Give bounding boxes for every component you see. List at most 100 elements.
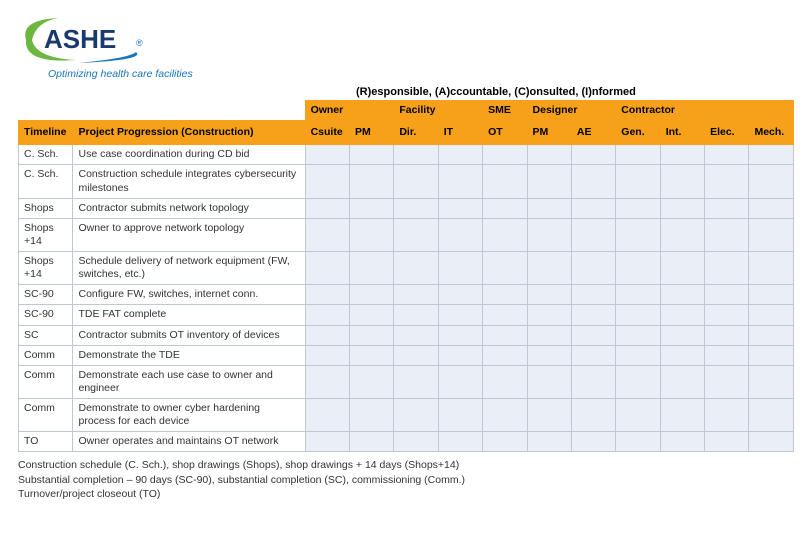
raci-cell <box>705 218 749 251</box>
raci-cell <box>438 305 482 325</box>
raci-cell <box>705 198 749 218</box>
raci-cell <box>438 345 482 365</box>
raci-cell <box>749 165 794 198</box>
sub-header: PM <box>527 121 571 145</box>
raci-cell <box>438 198 482 218</box>
timeline-cell: Shops +14 <box>19 252 73 285</box>
timeline-cell: C. Sch. <box>19 165 73 198</box>
sub-header: Timeline <box>19 121 73 145</box>
raci-cell <box>483 399 527 432</box>
table-row: CommDemonstrate to owner cyber hardening… <box>19 399 794 432</box>
raci-cell <box>349 145 393 165</box>
logo-tagline: Optimizing health care facilities <box>48 68 794 80</box>
sub-header: Int. <box>660 121 704 145</box>
raci-caption: (R)esponsible, (A)ccountable, (C)onsulte… <box>356 86 794 98</box>
raci-cell <box>305 218 349 251</box>
raci-cell <box>616 218 660 251</box>
raci-cell <box>483 432 527 452</box>
table-row: Shops +14Owner to approve network topolo… <box>19 218 794 251</box>
raci-cell <box>571 365 615 398</box>
logo-swoosh: ASHE ® <box>18 14 150 66</box>
raci-cell <box>394 145 438 165</box>
raci-cell <box>749 252 794 285</box>
raci-cell <box>349 285 393 305</box>
raci-cell <box>527 365 571 398</box>
raci-cell <box>438 399 482 432</box>
footnotes: Construction schedule (C. Sch.), shop dr… <box>18 458 794 501</box>
raci-cell <box>571 285 615 305</box>
group-header <box>19 101 306 121</box>
raci-cell <box>527 399 571 432</box>
raci-cell <box>349 165 393 198</box>
raci-cell <box>394 198 438 218</box>
table-row: SC-90TDE FAT complete <box>19 305 794 325</box>
raci-cell <box>438 145 482 165</box>
raci-cell <box>305 198 349 218</box>
timeline-cell: SC-90 <box>19 305 73 325</box>
table-body: C. Sch.Use case coordination during CD b… <box>19 145 794 452</box>
raci-cell <box>527 198 571 218</box>
raci-cell <box>394 285 438 305</box>
table-row: Shops +14Schedule delivery of network eq… <box>19 252 794 285</box>
progression-cell: Owner to approve network topology <box>73 218 305 251</box>
raci-cell <box>571 325 615 345</box>
raci-cell <box>349 218 393 251</box>
raci-cell <box>660 165 704 198</box>
raci-cell <box>705 399 749 432</box>
raci-cell <box>483 198 527 218</box>
raci-cell <box>616 198 660 218</box>
raci-cell <box>705 252 749 285</box>
progression-cell: Contractor submits network topology <box>73 198 305 218</box>
raci-cell <box>349 345 393 365</box>
raci-cell <box>483 285 527 305</box>
sub-header: Csuite <box>305 121 349 145</box>
raci-cell <box>438 218 482 251</box>
raci-cell <box>483 252 527 285</box>
group-header: Facility <box>394 101 483 121</box>
sub-header: Project Progression (Construction) <box>73 121 305 145</box>
progression-cell: Construction schedule integrates cyberse… <box>73 165 305 198</box>
group-header: Contractor <box>616 101 794 121</box>
progression-cell: TDE FAT complete <box>73 305 305 325</box>
timeline-cell: C. Sch. <box>19 145 73 165</box>
raci-cell <box>394 365 438 398</box>
table-subheader-row: TimelineProject Progression (Constructio… <box>19 121 794 145</box>
table-row: TOOwner operates and maintains OT networ… <box>19 432 794 452</box>
raci-cell <box>394 252 438 285</box>
raci-cell <box>305 365 349 398</box>
raci-cell <box>305 325 349 345</box>
raci-cell <box>483 145 527 165</box>
raci-cell <box>394 345 438 365</box>
raci-cell <box>483 218 527 251</box>
raci-cell <box>571 345 615 365</box>
progression-cell: Demonstrate each use case to owner and e… <box>73 365 305 398</box>
table-row: C. Sch.Use case coordination during CD b… <box>19 145 794 165</box>
raci-cell <box>660 218 704 251</box>
raci-cell <box>483 365 527 398</box>
group-header: SME <box>483 101 527 121</box>
raci-cell <box>305 252 349 285</box>
raci-cell <box>705 145 749 165</box>
raci-cell <box>527 218 571 251</box>
raci-cell <box>483 305 527 325</box>
ashe-logo: ASHE ® Optimizing health care facilities <box>18 14 794 80</box>
raci-cell <box>749 432 794 452</box>
raci-cell <box>660 305 704 325</box>
raci-cell <box>660 325 704 345</box>
raci-cell <box>660 399 704 432</box>
raci-cell <box>305 345 349 365</box>
raci-cell <box>394 165 438 198</box>
sub-header: Elec. <box>705 121 749 145</box>
table-group-row: OwnerFacilitySMEDesignerContractor <box>19 101 794 121</box>
raci-table: OwnerFacilitySMEDesignerContractor Timel… <box>18 100 794 452</box>
raci-cell <box>483 345 527 365</box>
raci-cell <box>616 165 660 198</box>
raci-cell <box>349 432 393 452</box>
raci-cell <box>305 432 349 452</box>
timeline-cell: Comm <box>19 365 73 398</box>
group-header: Designer <box>527 101 616 121</box>
raci-cell <box>571 198 615 218</box>
raci-cell <box>705 285 749 305</box>
raci-cell <box>705 165 749 198</box>
raci-cell <box>571 432 615 452</box>
